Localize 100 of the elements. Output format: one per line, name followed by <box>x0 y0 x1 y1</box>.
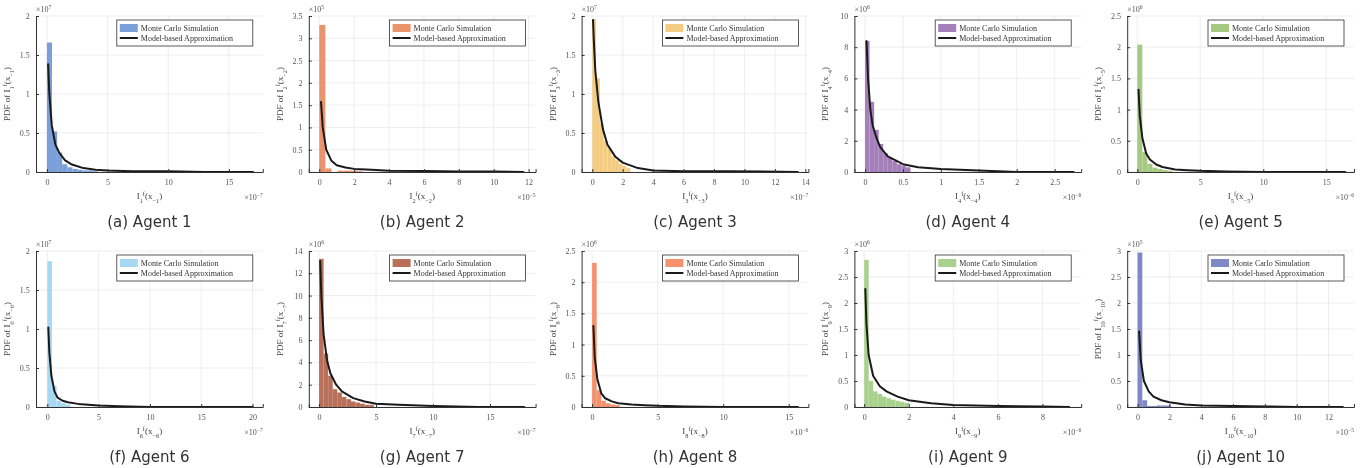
text: (b) Agent 2 <box>379 213 465 231</box>
y-tick-label: 0 <box>25 168 30 178</box>
legend-label: Model-based Approximation <box>959 269 1052 278</box>
y-tick-label: 1 <box>298 123 303 133</box>
text: ×10$^{5}$ <box>308 4 325 14</box>
y-tick-label: 0 <box>1117 403 1121 413</box>
y-tick-label: 0 <box>844 168 849 178</box>
legend-label: Model-based Approximation <box>413 34 506 43</box>
y-tick-label: 0.5 <box>565 129 576 139</box>
text: ×10$^{−6}$ <box>1062 192 1082 202</box>
x-axis-title: I$_{6}$$^{f}$(x$_{−6}$) <box>136 424 163 439</box>
legend-label: Monte Carlo Simulation <box>140 259 219 268</box>
x-tick-label: 1 <box>939 178 944 188</box>
y-tick-label: 2 <box>1117 43 1121 53</box>
x-axis-title: I$_{1}$$^{f}$(x$_{−1}$) <box>136 189 163 204</box>
y-tick-label: 10 <box>294 291 303 301</box>
y-tick-label: 6 <box>844 74 849 84</box>
x-tick-label: 0 <box>45 413 50 423</box>
text: (d) Agent 4 <box>925 213 1011 231</box>
x-tick-label: 0 <box>863 178 868 188</box>
x-tick-label: 20 <box>249 413 258 423</box>
y-tick-label: 1.5 <box>1111 325 1121 335</box>
x-tick-label: 15 <box>197 413 206 423</box>
x-axis-title: I$_{8}$$^{f}$(x$_{−8}$) <box>682 424 708 439</box>
y-tick-label: 0.5 <box>19 364 30 374</box>
y-tick-label: 3 <box>298 34 303 44</box>
text: (f) Agent 6 <box>109 448 190 466</box>
x-tick-label: 10 <box>429 413 438 423</box>
x-tick-label: 5 <box>656 413 661 423</box>
legend-label: Monte Carlo Simulation <box>413 24 492 33</box>
text: ×10$^{−7}$ <box>244 192 263 202</box>
x-tick-label: 4 <box>1199 413 1204 423</box>
x-tick-label: 5 <box>97 413 102 423</box>
text: ×10$^{7}$ <box>581 4 598 14</box>
text: ×10$^{−6}$ <box>789 427 809 437</box>
y-tick-label: 10 <box>840 12 849 22</box>
x-tick-label: 2 <box>621 178 626 188</box>
x-tick-label: 12 <box>1325 413 1334 423</box>
y-tick-label: 2 <box>298 78 303 88</box>
x-tick-label: 12 <box>771 178 780 188</box>
x-tick-label: 15 <box>225 178 234 188</box>
legend-label: Monte Carlo Simulation <box>140 24 219 33</box>
y-tick-label: 1 <box>1117 105 1121 115</box>
text: ×10$^{−5}$ <box>517 192 536 202</box>
y-tick-label: 1 <box>25 90 30 100</box>
y-tick-label: 2 <box>25 12 30 22</box>
y-tick-label: 1 <box>571 340 576 350</box>
text: ×10$^{−5}$ <box>1335 427 1355 437</box>
text: (j) Agent 10 <box>1196 448 1286 466</box>
text: (i) Agent 9 <box>928 448 1008 466</box>
y-tick-label: 8 <box>298 313 303 323</box>
legend-label: Monte Carlo Simulation <box>413 259 492 268</box>
text: ×10$^{7}$ <box>36 239 52 249</box>
legend-label: Model-based Approximation <box>140 34 234 43</box>
x-tick-label: 0 <box>862 413 867 423</box>
legend-label: Monte Carlo Simulation <box>686 259 765 268</box>
text: ×10$^{6}$ <box>854 239 870 249</box>
legend-label: Model-based Approximation <box>959 34 1052 43</box>
text: ×10$^{6}$ <box>1127 4 1143 14</box>
legend-label: Model-based Approximation <box>140 269 234 278</box>
x-tick-label: 0 <box>590 413 595 423</box>
y-tick-label: 2.5 <box>1111 12 1121 22</box>
y-tick-label: 1.5 <box>1111 74 1121 84</box>
text: (h) Agent 8 <box>652 448 738 466</box>
x-tick-label: 10 <box>164 178 173 188</box>
y-tick-label: 0 <box>571 168 576 178</box>
text: ×10$^{5}$ <box>1127 239 1143 249</box>
y-tick-label: 14 <box>294 247 303 257</box>
x-tick-label: 4 <box>387 178 392 188</box>
y-tick-label: 2 <box>298 380 303 390</box>
x-tick-label: 4 <box>951 413 956 423</box>
x-tick-label: 8 <box>712 178 717 188</box>
x-tick-label: 15 <box>1322 178 1331 188</box>
text: ×10$^{6}$ <box>308 239 325 249</box>
x-tick-label: 0 <box>317 178 322 188</box>
y-tick-label: 4 <box>844 105 849 115</box>
y-tick-label: 8 <box>844 43 849 53</box>
y-tick-label: 12 <box>294 269 303 279</box>
legend-label: Model-based Approximation <box>1232 269 1325 278</box>
x-tick-label: 6 <box>996 413 1001 423</box>
legend-label: Monte Carlo Simulation <box>1232 259 1310 268</box>
y-tick-label: 2 <box>844 136 849 146</box>
legend-label: Monte Carlo Simulation <box>1232 24 1310 33</box>
y-tick-label: 0 <box>298 403 303 413</box>
legend-label: Model-based Approximation <box>413 269 506 278</box>
y-tick-label: 1 <box>25 325 30 335</box>
x-tick-label: 10 <box>1259 178 1268 188</box>
x-tick-label: 2 <box>1015 178 1020 188</box>
y-tick-label: 0.5 <box>292 145 303 155</box>
legend-label: Model-based Approximation <box>1232 34 1325 43</box>
x-tick-label: 2.5 <box>1050 178 1061 188</box>
y-tick-label: 2 <box>844 299 849 309</box>
x-tick-label: 5 <box>106 178 111 188</box>
text: (a) Agent 1 <box>107 213 192 231</box>
y-tick-label: 1.5 <box>19 51 30 61</box>
x-axis-title: I$_{3}$$^{f}$(x$_{−3}$) <box>682 189 708 204</box>
y-tick-label: 1 <box>571 90 576 100</box>
x-tick-label: 8 <box>457 178 462 188</box>
text: ×10$^{6}$ <box>854 4 870 14</box>
y-tick-label: 2 <box>571 278 576 288</box>
